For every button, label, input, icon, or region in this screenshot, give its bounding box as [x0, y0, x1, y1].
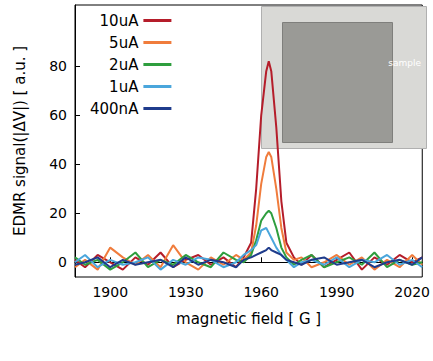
svg-text:20: 20	[49, 205, 67, 221]
svg-text:400nA: 400nA	[90, 100, 139, 118]
svg-text:60: 60	[49, 107, 67, 123]
svg-text:10uA: 10uA	[100, 12, 140, 30]
svg-text:EDMR signal(|ΔV|) [ a.u. ]: EDMR signal(|ΔV|) [ a.u. ]	[11, 46, 29, 236]
svg-text:80: 80	[49, 58, 67, 74]
svg-text:1960: 1960	[243, 284, 279, 300]
svg-text:magnetic field [ G ]: magnetic field [ G ]	[176, 310, 321, 328]
svg-text:1900: 1900	[92, 284, 128, 300]
svg-text:40: 40	[49, 156, 67, 172]
svg-text:1990: 1990	[319, 284, 355, 300]
svg-text:sample: sample	[388, 58, 421, 68]
svg-text:2020: 2020	[394, 284, 430, 300]
svg-text:1930: 1930	[168, 284, 204, 300]
svg-text:0: 0	[58, 254, 67, 270]
svg-text:5uA: 5uA	[109, 34, 139, 52]
svg-text:2uA: 2uA	[109, 56, 139, 74]
svg-text:1uA: 1uA	[109, 78, 139, 96]
